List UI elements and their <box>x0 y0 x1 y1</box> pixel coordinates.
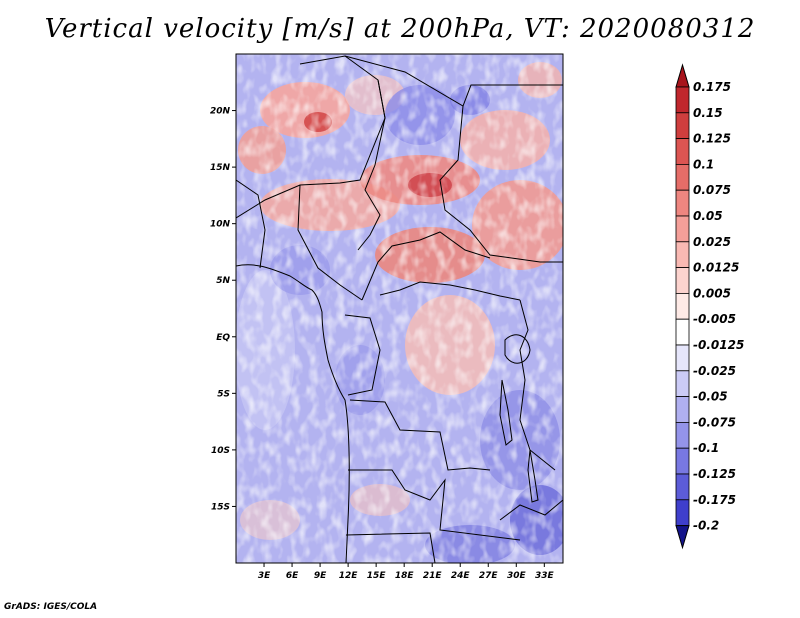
colorbar-label: -0.2 <box>693 519 719 533</box>
colorbar-label: 0.1 <box>693 157 714 171</box>
x-tick-label: 30E <box>507 571 527 581</box>
border-nigeria <box>297 184 363 301</box>
country-borders <box>236 55 563 563</box>
colorbar-label: 0.005 <box>693 286 731 300</box>
border-angola-zambia <box>348 469 521 541</box>
border-congo <box>344 314 381 396</box>
colorbar-bottom-arrow <box>675 525 690 550</box>
y-tick-label: EQ <box>216 333 230 343</box>
colorbar-swatch <box>675 86 690 114</box>
x-tick-label: 33E <box>535 571 555 581</box>
map-title: Vertical velocity [m/s] at 200hPa, VT: 2… <box>44 14 756 44</box>
colorbar-swatch <box>675 215 690 243</box>
colorbar-label: -0.0125 <box>693 338 744 352</box>
colorbar-label: -0.05 <box>693 390 728 404</box>
colorbar-top-arrow <box>675 63 690 88</box>
x-tick-label: 15E <box>367 571 387 581</box>
border-sahara-north <box>236 55 386 219</box>
y-tick-label: 15N <box>210 163 231 173</box>
x-tick-label: 12E <box>339 571 359 581</box>
x-tick-label: 18E <box>395 571 415 581</box>
x-tick-label: 21E <box>423 571 443 581</box>
colorbar-swatch <box>675 473 690 501</box>
colorbar-swatch <box>675 241 690 269</box>
y-tick-label: 15S <box>211 502 230 512</box>
colorbar-swatch <box>675 189 690 217</box>
coastline-gulf-of-guinea <box>236 264 350 563</box>
colorbar-label: 0.125 <box>693 132 731 146</box>
border-cameroon-car <box>361 231 491 301</box>
y-tick-label: 20N <box>210 107 231 117</box>
colorbar-label: 0.05 <box>693 209 723 223</box>
colorbar-label: -0.075 <box>693 415 736 429</box>
y-tick-label: 5N <box>216 276 230 286</box>
border-chad-sudan <box>439 105 563 263</box>
y-tick-label: 10N <box>210 220 231 230</box>
colorbar-label: 0.0125 <box>693 261 739 275</box>
colorbar-label: -0.1 <box>693 441 719 455</box>
colorbar-swatch <box>675 421 690 449</box>
x-tick-label: 24E <box>451 571 471 581</box>
y-tick-label: 5S <box>217 389 230 399</box>
colorbar-swatch <box>675 138 690 165</box>
colorbar-swatch <box>675 344 690 372</box>
colorbar-swatch <box>675 370 690 397</box>
colorbar-label: -0.125 <box>693 467 736 481</box>
border-niger-chad <box>357 79 386 251</box>
lake-victoria <box>504 334 531 364</box>
x-tick-label: 6E <box>286 571 299 581</box>
colorbar-label: 0.075 <box>693 183 731 197</box>
lake-tanganyika <box>499 379 513 446</box>
border-drc-south <box>349 399 491 471</box>
colorbar-swatch <box>675 112 690 140</box>
border-southern <box>345 532 436 563</box>
colorbar-swatch <box>675 396 690 423</box>
colorbar-swatch <box>675 447 690 475</box>
map-frame <box>235 53 564 564</box>
colorbar-swatch <box>675 499 690 526</box>
colorbar-swatch <box>675 267 690 294</box>
x-tick-label: 3E <box>258 571 271 581</box>
colorbar-label: -0.025 <box>693 364 736 378</box>
x-tick-label: 27E <box>479 571 499 581</box>
lake-malawi <box>527 449 539 503</box>
colorbar-label: 0.15 <box>693 106 723 120</box>
colorbar-swatch <box>675 318 690 346</box>
colorbar-label: -0.175 <box>693 493 736 507</box>
grads-credit: GrADS: IGES/COLA <box>4 602 98 612</box>
colorbar-label: 0.025 <box>693 235 731 249</box>
border-west-african <box>236 179 266 269</box>
colorbar-swatch <box>675 292 690 320</box>
axis-ticks: 3E 6E 9E 12E 15E 18E 21E 24E 27E 30E 33E 20N 15N 10N 5… <box>210 107 555 581</box>
colorbar: 0.175 0.15 0.125 0.1 0.075 0.05 0.025 0.0125 0.0… <box>675 63 744 550</box>
colorbar-swatch <box>675 163 690 191</box>
x-tick-label: 9E <box>314 571 327 581</box>
y-tick-label: 10S <box>211 446 230 456</box>
border-mozambique <box>499 499 563 521</box>
velocity-field <box>236 54 563 563</box>
colorbar-label: 0.175 <box>693 80 731 94</box>
border-car-drc <box>379 281 521 301</box>
colorbar-label: -0.005 <box>693 312 736 326</box>
